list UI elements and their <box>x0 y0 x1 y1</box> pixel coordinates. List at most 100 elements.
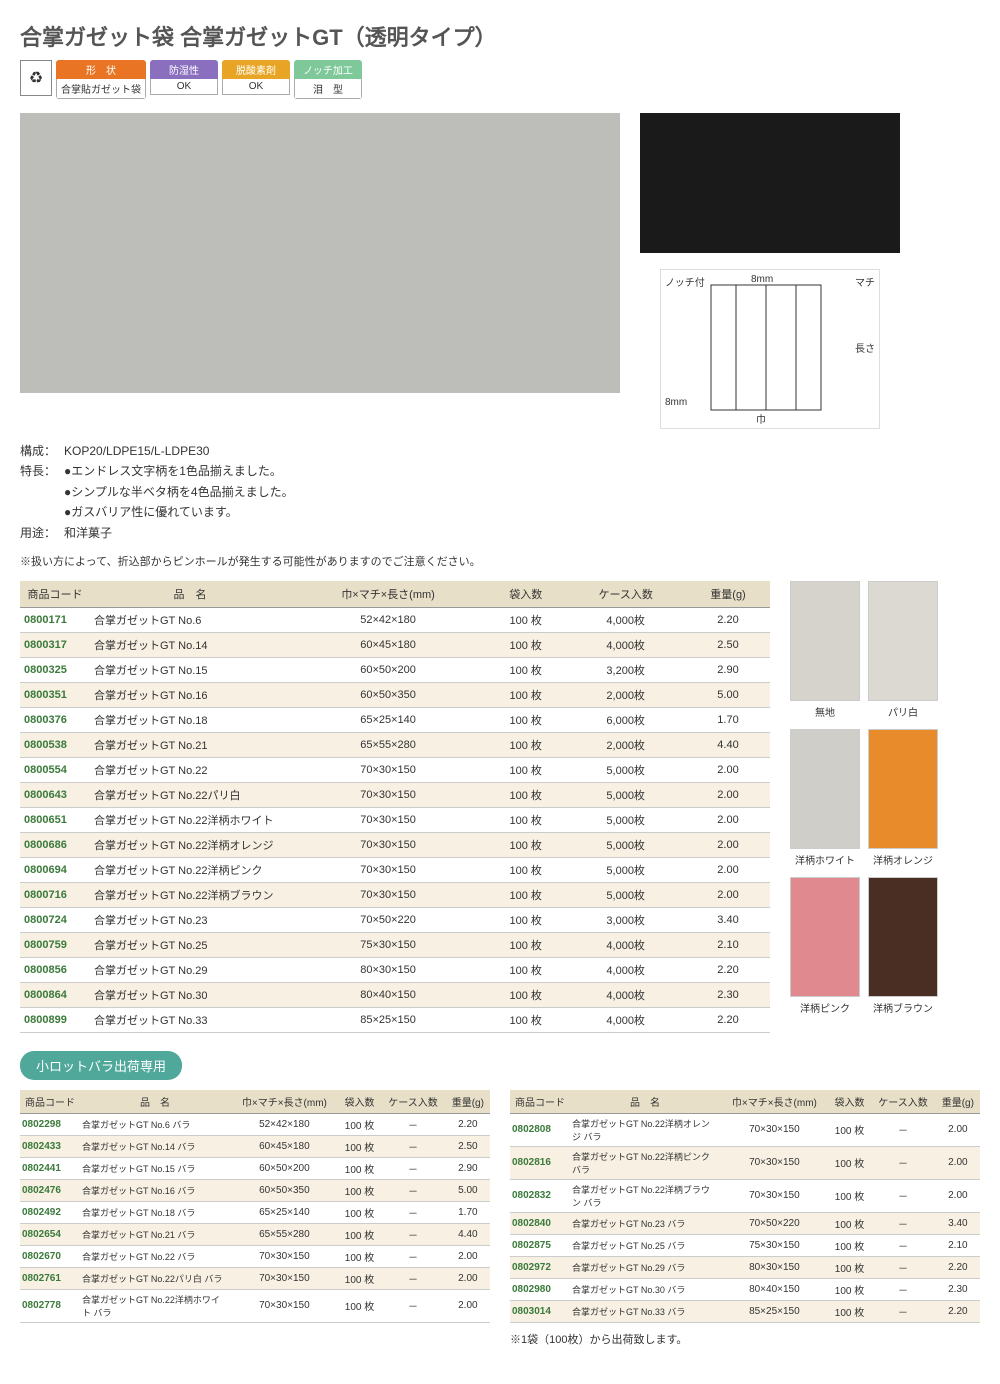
table-cell: 2.00 <box>446 1289 490 1322</box>
table-cell: 5.00 <box>446 1179 490 1201</box>
table-cell: 65×55×280 <box>290 732 486 757</box>
table-cell: 100 枚 <box>829 1113 871 1146</box>
table-cell: 合掌ガゼットGT No.22 バラ <box>80 1245 230 1267</box>
table-cell: 合掌ガゼットGT No.22洋柄ピンク バラ <box>570 1146 720 1179</box>
table-cell: 0800686 <box>20 832 90 857</box>
table-row: 0800554合掌ガゼットGT No.2270×30×150100 枚5,000… <box>20 757 770 782</box>
table-cell: 70×30×150 <box>290 807 486 832</box>
table-cell: 100 枚 <box>339 1289 381 1322</box>
table-cell: 100 枚 <box>486 1007 565 1032</box>
table-cell: 65×25×140 <box>230 1201 339 1223</box>
table-cell: 2,000枚 <box>565 682 686 707</box>
table-row: 0800899合掌ガゼットGT No.3385×25×150100 枚4,000… <box>20 1007 770 1032</box>
table-cell: 80×30×150 <box>290 957 486 982</box>
table-header: 商品コード <box>20 581 90 608</box>
table-cell: 2.50 <box>446 1135 490 1157</box>
swatch-gallery: 無地パリ白洋柄ホワイト洋柄オレンジ洋柄ピンク洋柄ブラウン <box>790 581 980 1033</box>
table-row: 0800864合掌ガゼットGT No.3080×40×150100 枚4,000… <box>20 982 770 1007</box>
table-cell: 合掌ガゼットGT No.29 バラ <box>570 1256 720 1278</box>
table-cell: 70×50×220 <box>290 907 486 932</box>
table-cell: 2.00 <box>446 1267 490 1289</box>
table-cell: 合掌ガゼットGT No.33 <box>90 1007 290 1032</box>
table-cell: 0802816 <box>510 1146 570 1179</box>
table-cell: 合掌ガゼットGT No.25 <box>90 932 290 957</box>
table-cell: 合掌ガゼットGT No.25 バラ <box>570 1234 720 1256</box>
table-header: 重量(g) <box>686 581 770 608</box>
table-row: 0802441合掌ガゼットGT No.15 バラ60×50×200100 枚－2… <box>20 1157 490 1179</box>
table-cell: 0802761 <box>20 1267 80 1289</box>
table-cell: － <box>380 1157 445 1179</box>
table-cell: 5,000枚 <box>565 782 686 807</box>
table-cell: 0802433 <box>20 1135 80 1157</box>
table-cell: 0800317 <box>20 632 90 657</box>
table-cell: 100 枚 <box>486 757 565 782</box>
table-cell: 合掌ガゼットGT No.23 <box>90 907 290 932</box>
table-cell: 0800554 <box>20 757 90 782</box>
table-row: 0800651合掌ガゼットGT No.22洋柄ホワイト70×30×150100 … <box>20 807 770 832</box>
table-cell: 0800171 <box>20 607 90 632</box>
table-row: 0800325合掌ガゼットGT No.1560×50×200100 枚3,200… <box>20 657 770 682</box>
table-cell: 85×25×150 <box>720 1300 829 1322</box>
table-cell: 100 枚 <box>486 807 565 832</box>
table-cell: 100 枚 <box>486 957 565 982</box>
table-row: 0802816合掌ガゼットGT No.22洋柄ピンク バラ70×30×15010… <box>510 1146 980 1179</box>
table-cell: 0802476 <box>20 1179 80 1201</box>
table-row: 0802433合掌ガゼットGT No.14 バラ60×45×180100 枚－2… <box>20 1135 490 1157</box>
table-cell: 合掌ガゼットGT No.22洋柄ホワイト バラ <box>80 1289 230 1322</box>
table-row: 0800376合掌ガゼットGT No.1865×25×140100 枚6,000… <box>20 707 770 732</box>
table-cell: 80×40×150 <box>720 1278 829 1300</box>
table-row: 0800538合掌ガゼットGT No.2165×55×280100 枚2,000… <box>20 732 770 757</box>
table-cell: 2.90 <box>446 1157 490 1179</box>
table-header: 重量(g) <box>446 1090 490 1114</box>
table-row: 0802808合掌ガゼットGT No.22洋柄オレンジ バラ70×30×1501… <box>510 1113 980 1146</box>
table-row: 0802972合掌ガゼットGT No.29 バラ80×30×150100 枚－2… <box>510 1256 980 1278</box>
table-cell: 100 枚 <box>339 1201 381 1223</box>
table-header: 巾×マチ×長さ(mm) <box>290 581 486 608</box>
table-cell: 合掌ガゼットGT No.33 バラ <box>570 1300 720 1322</box>
table-cell: 0800651 <box>20 807 90 832</box>
table-cell: 60×50×200 <box>290 657 486 682</box>
table-cell: 70×30×150 <box>290 832 486 857</box>
table-cell: 100 枚 <box>486 782 565 807</box>
table-cell: 合掌ガゼットGT No.22洋柄ブラウン <box>90 882 290 907</box>
table-cell: 100 枚 <box>339 1245 381 1267</box>
table-cell: 6,000枚 <box>565 707 686 732</box>
table-row: 0802298合掌ガゼットGT No.6 バラ52×42×180100 枚－2.… <box>20 1113 490 1135</box>
table-cell: － <box>870 1212 935 1234</box>
table-cell: 60×50×350 <box>230 1179 339 1201</box>
table-cell: 2.00 <box>446 1245 490 1267</box>
table-cell: 100 枚 <box>486 657 565 682</box>
table-row: 0800716合掌ガゼットGT No.22洋柄ブラウン70×30×150100 … <box>20 882 770 907</box>
table-cell: 0800724 <box>20 907 90 932</box>
bag-outline-icon <box>661 270 879 428</box>
table-cell: 100 枚 <box>829 1256 871 1278</box>
table-cell: 60×50×350 <box>290 682 486 707</box>
table-cell: 2.20 <box>936 1300 980 1322</box>
table-cell: 70×50×220 <box>720 1212 829 1234</box>
table-row: 0800856合掌ガゼットGT No.2980×30×150100 枚4,000… <box>20 957 770 982</box>
table-row: 0803014合掌ガゼットGT No.33 バラ85×25×150100 枚－2… <box>510 1300 980 1322</box>
table-cell: 合掌ガゼットGT No.23 バラ <box>570 1212 720 1234</box>
dimension-diagram: ノッチ付 8mm マチ 長さ 8mm 巾 <box>660 269 880 429</box>
bara-table-left: 商品コード品 名巾×マチ×長さ(mm)袋入数ケース入数重量(g)0802298合… <box>20 1090 490 1323</box>
table-cell: 100 枚 <box>486 832 565 857</box>
table-cell: 100 枚 <box>829 1146 871 1179</box>
table-cell: 0802492 <box>20 1201 80 1223</box>
table-cell: 70×30×150 <box>230 1267 339 1289</box>
detail-photo <box>640 113 900 253</box>
table-cell: 100 枚 <box>486 932 565 957</box>
table-cell: 2.00 <box>686 857 770 882</box>
table-cell: 4,000枚 <box>565 607 686 632</box>
table-cell: 合掌ガゼットGT No.22洋柄オレンジ バラ <box>570 1113 720 1146</box>
table-row: 0802875合掌ガゼットGT No.25 バラ75×30×150100 枚－2… <box>510 1234 980 1256</box>
table-cell: 0800856 <box>20 957 90 982</box>
table-cell: 合掌ガゼットGT No.21 <box>90 732 290 757</box>
table-cell: 100 枚 <box>339 1135 381 1157</box>
table-cell: 60×50×200 <box>230 1157 339 1179</box>
pattern-swatch: 洋柄ブラウン <box>868 877 938 1015</box>
pattern-swatch: 洋柄オレンジ <box>868 729 938 867</box>
table-row: 0802654合掌ガゼットGT No.21 バラ65×55×280100 枚－4… <box>20 1223 490 1245</box>
hero-image <box>20 113 620 393</box>
table-cell: 70×30×150 <box>230 1289 339 1322</box>
table-row: 0800686合掌ガゼットGT No.22洋柄オレンジ70×30×150100 … <box>20 832 770 857</box>
